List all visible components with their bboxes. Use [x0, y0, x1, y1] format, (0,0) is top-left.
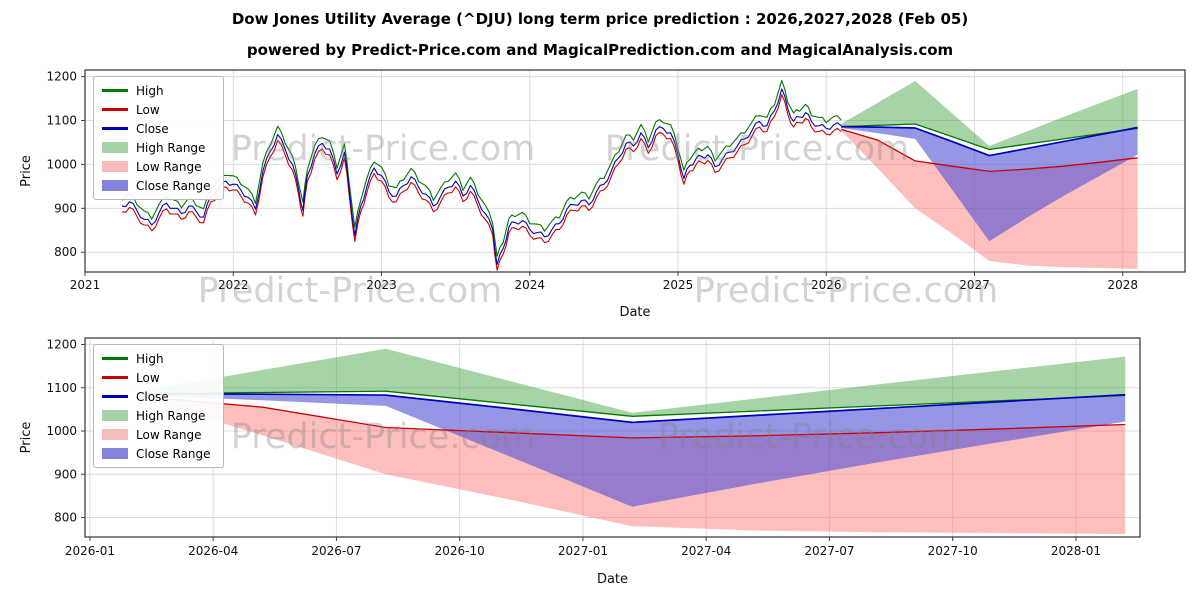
- y-tick-label: 1200: [46, 70, 77, 84]
- close-range-swatch: [102, 448, 128, 459]
- close-prediction-line: [139, 392, 1126, 424]
- plot-border: [84, 337, 1141, 538]
- legend-label: High Range: [136, 140, 206, 155]
- legend-label: Close Range: [136, 178, 211, 193]
- legend-item: High: [102, 350, 211, 367]
- close-swatch: [102, 395, 128, 398]
- y-tick-label: 900: [54, 467, 77, 481]
- high-prediction-line: [841, 123, 1138, 151]
- high-range-swatch: [102, 410, 128, 421]
- y-tick-label: 900: [54, 201, 77, 215]
- close-range-band: [139, 393, 1126, 507]
- y-tick-label: 800: [54, 511, 77, 525]
- chart-title: Dow Jones Utility Average (^DJU) long te…: [231, 10, 969, 28]
- x-tick-label: 2027-04: [681, 544, 731, 558]
- x-tick-label: 2024: [514, 278, 545, 292]
- x-tick-label: 2026: [811, 278, 842, 292]
- legend-label: Close Range: [136, 446, 211, 461]
- x-tick-label: 2022: [218, 278, 249, 292]
- high-history-line: [121, 79, 842, 257]
- x-tick-label: 2027-10: [928, 544, 978, 558]
- x-tick-label: 2026-10: [435, 544, 485, 558]
- legend-item: High: [102, 82, 211, 99]
- x-tick-label: 2028-01: [1051, 544, 1101, 558]
- y-tick-label: 1100: [46, 381, 77, 395]
- legend-label: Low: [136, 102, 160, 117]
- low-range-swatch: [102, 429, 128, 440]
- prediction-zoom-chart: 800 900 1000 1100 1200 2026-01 2026-04 2026-07 2…: [0, 330, 1200, 600]
- legend-item: Close Range: [102, 445, 211, 462]
- low-history-line: [122, 94, 842, 271]
- legend-item: Low: [102, 369, 211, 386]
- legend-item: Close: [102, 388, 211, 405]
- x-tick-label: 2027-07: [804, 544, 854, 558]
- high-range-band: [841, 81, 1138, 150]
- x-tick-label: 2025: [663, 278, 694, 292]
- x-axis-label: Date: [619, 305, 650, 320]
- legend-item: Close Range: [102, 177, 211, 194]
- y-tick-label: 800: [54, 245, 77, 259]
- close-range-band: [841, 126, 1138, 242]
- x-tick-label: 2023: [366, 278, 397, 292]
- high-swatch: [102, 89, 128, 92]
- legend-item: Low Range: [102, 158, 211, 175]
- x-tick-label: 2028: [1107, 278, 1138, 292]
- legend-label: Close: [136, 389, 169, 404]
- legend-item: Low Range: [102, 426, 211, 443]
- close-prediction-line: [841, 125, 1138, 157]
- high-range-swatch: [102, 142, 128, 153]
- long-term-price-chart-svg: 800 900 1000 1100 1200 2021 2022 2023 2024 2025 20…: [19, 69, 1186, 320]
- legend-label: High: [136, 351, 164, 366]
- legend-label: Low: [136, 370, 160, 385]
- legend-label: Low Range: [136, 427, 202, 442]
- x-tick-label: 2026-01: [65, 544, 115, 558]
- legend-item: Low: [102, 101, 211, 118]
- low-prediction-line: [139, 395, 1126, 439]
- x-tick-label: 2027: [959, 278, 990, 292]
- y-tick-label: 1000: [46, 157, 77, 171]
- plot-border: [84, 69, 1186, 273]
- high-range-band: [139, 348, 1126, 417]
- prediction-zoom-chart-svg: 800 900 1000 1100 1200 2026-01 2026-04 2026-07 2…: [19, 337, 1141, 587]
- low-swatch: [102, 108, 128, 111]
- high-swatch: [102, 357, 128, 360]
- legend: High Low Close High Range Low Range Close Ran…: [93, 76, 224, 200]
- x-tick-label: 2026-07: [311, 544, 361, 558]
- legend-item: Close: [102, 120, 211, 137]
- y-tick-label: 1100: [46, 114, 77, 128]
- legend-label: High Range: [136, 408, 206, 423]
- close-swatch: [102, 127, 128, 130]
- legend-label: Close: [136, 121, 169, 136]
- low-prediction-line: [840, 128, 1138, 173]
- x-axis-label: Date: [597, 572, 628, 587]
- y-tick-label: 1000: [46, 424, 77, 438]
- x-tick-label: 2021: [70, 278, 101, 292]
- legend-item: High Range: [102, 407, 211, 424]
- chart-subtitle: powered by Predict-Price.com and Magical…: [246, 41, 954, 59]
- price-history-chart: 800 900 1000 1100 1200 2021 2022 2023 2024 2025 20…: [0, 60, 1200, 330]
- y-axis-label: Price: [19, 422, 34, 454]
- y-tick-label: 1200: [46, 337, 77, 351]
- low-range-swatch: [102, 161, 128, 172]
- x-tick-label: 2026-04: [188, 544, 238, 558]
- legend-label: High: [136, 83, 164, 98]
- legend-item: High Range: [102, 139, 211, 156]
- legend: High Low Close High Range Low Range Close Ran…: [93, 344, 224, 468]
- high-prediction-line: [139, 390, 1126, 417]
- close-range-swatch: [102, 180, 128, 191]
- x-tick-label: 2027-01: [558, 544, 608, 558]
- close-history-line: [122, 88, 842, 266]
- legend-label: Low Range: [136, 159, 202, 174]
- y-axis-label: Price: [19, 155, 34, 187]
- low-swatch: [102, 376, 128, 379]
